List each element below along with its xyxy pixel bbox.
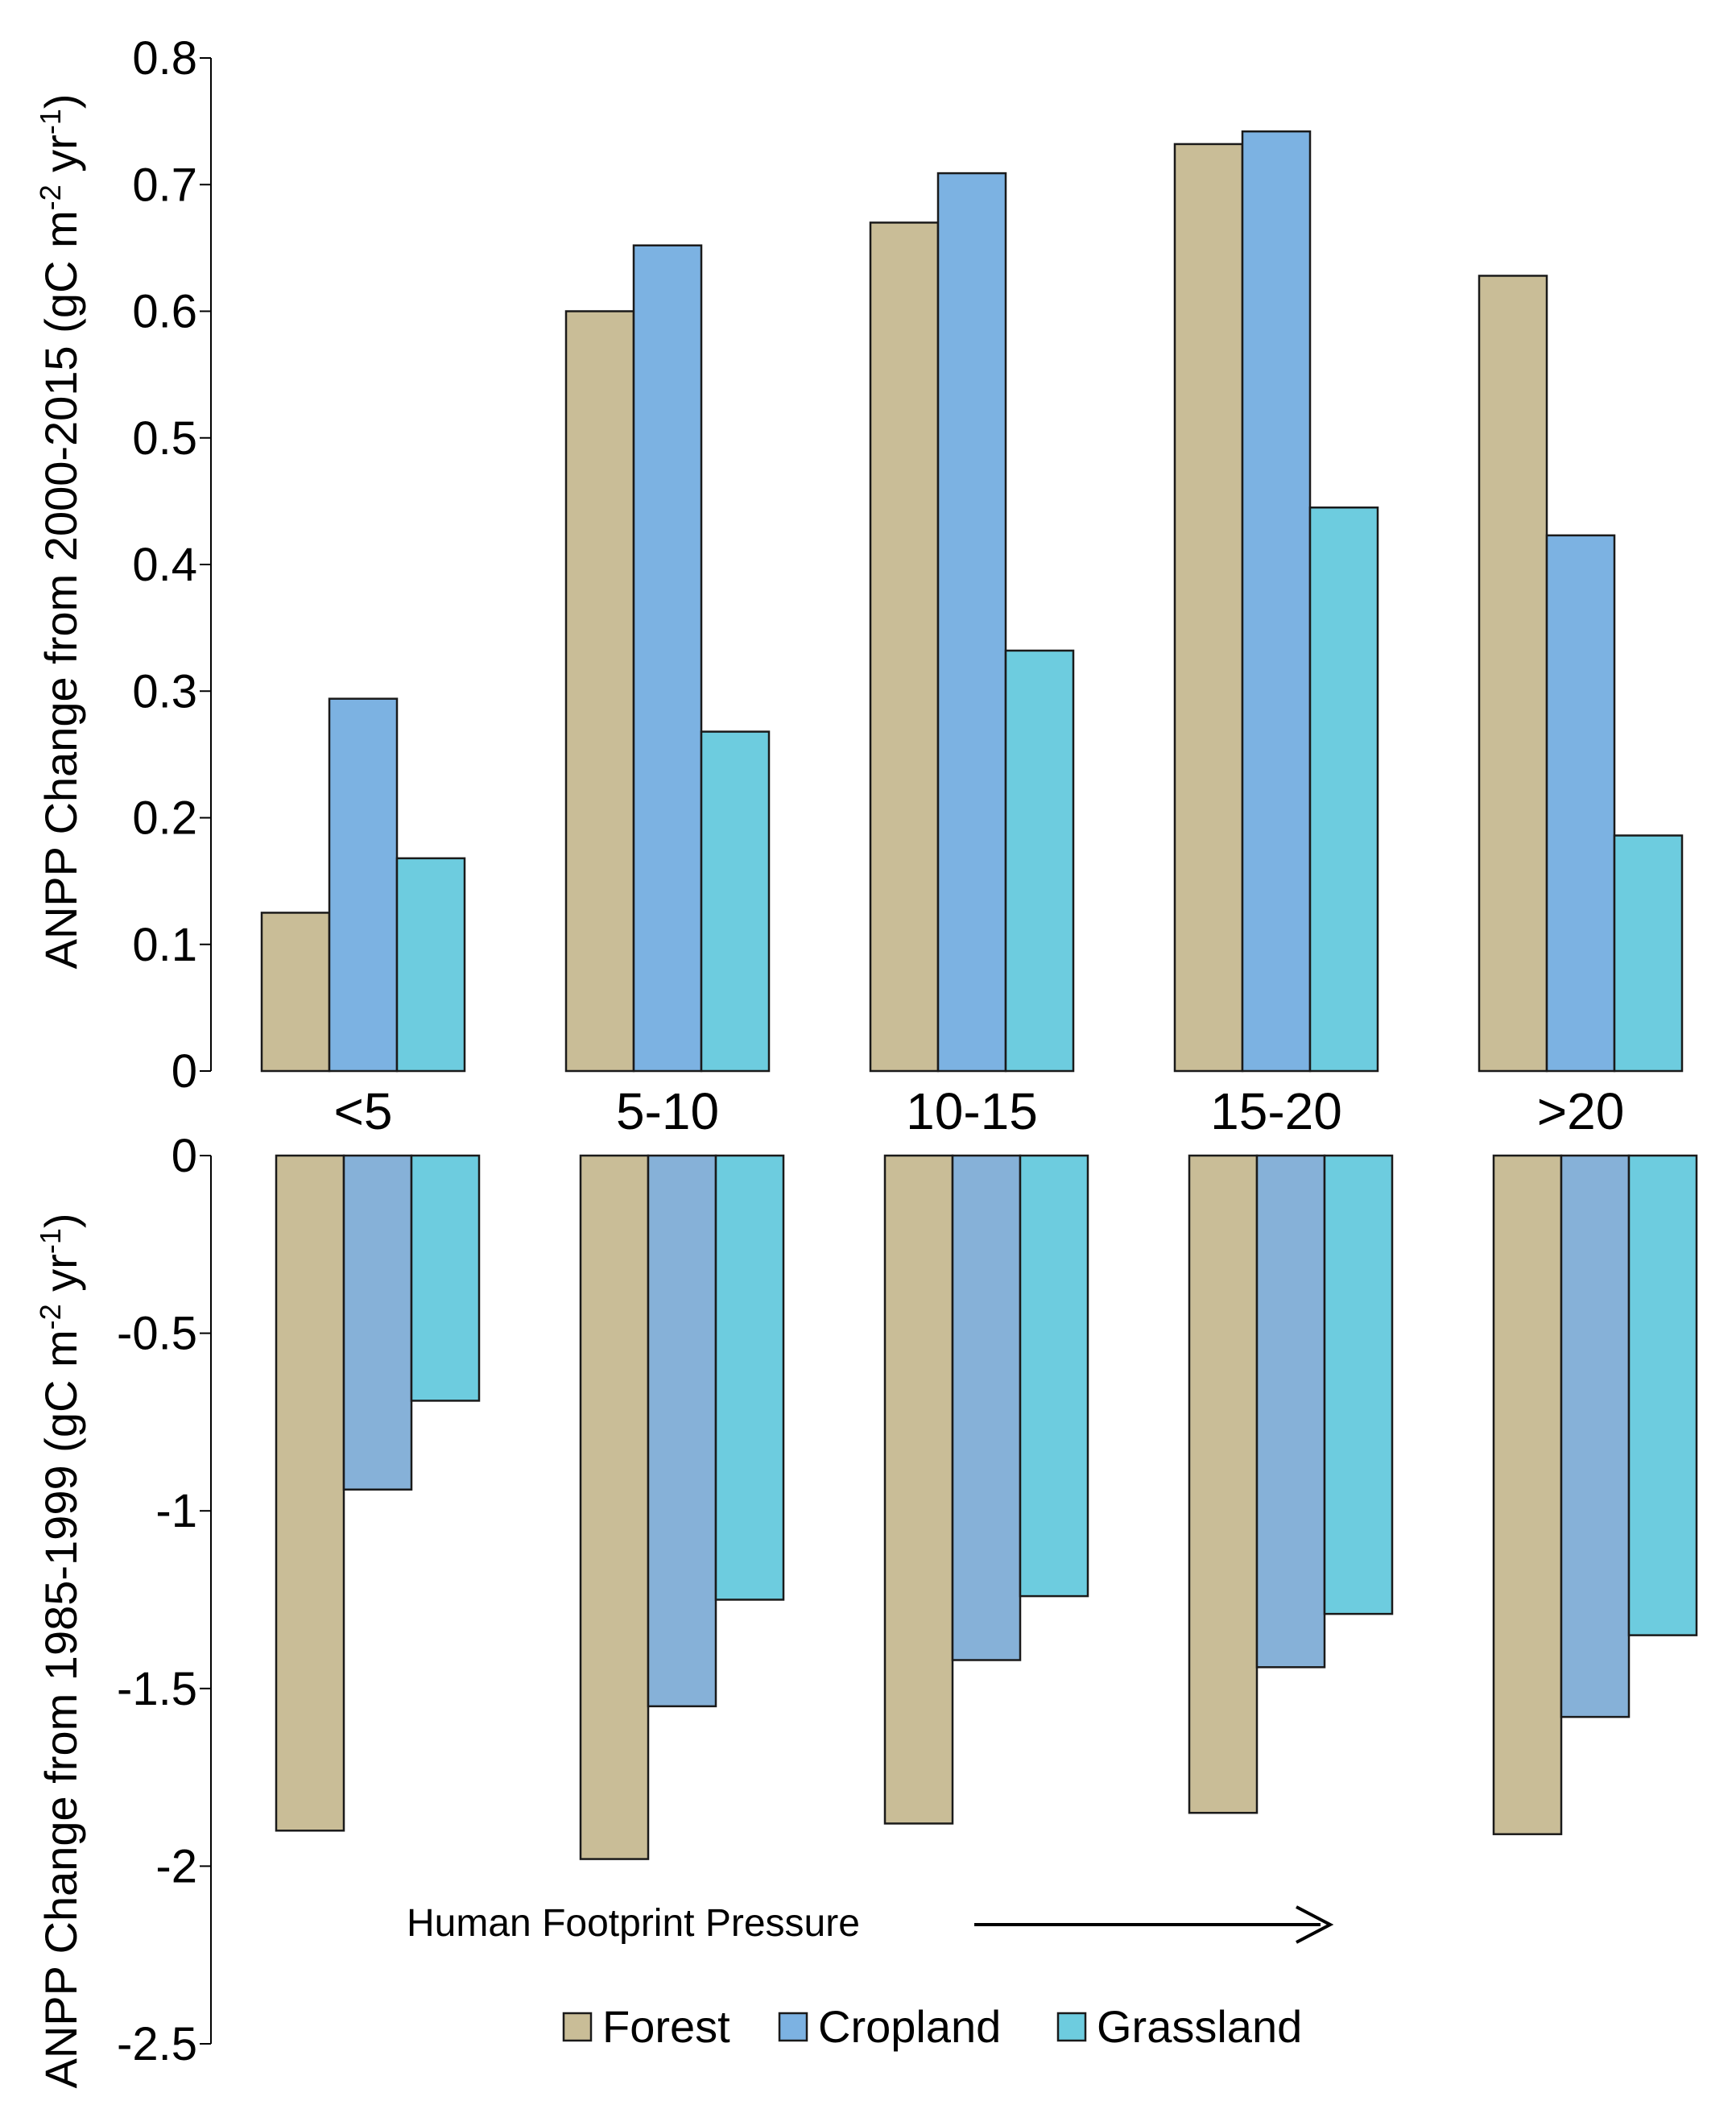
top-panel: 0 0.1 0.2 0.3 0.4 0.5 0.6 0.7 0.8 bbox=[132, 32, 1684, 1098]
bar-forest-top bbox=[1173, 143, 1244, 1073]
footprint-arrow-head bbox=[1296, 1905, 1334, 1944]
bar-cropland-top bbox=[632, 244, 703, 1073]
category-label: 10-15 bbox=[906, 1082, 1038, 1140]
bar-forest-top bbox=[1478, 275, 1548, 1073]
y-tick-label: 0 bbox=[172, 1130, 197, 1182]
y-tick-label: -2 bbox=[155, 1840, 197, 1892]
bar-cropland-bottom bbox=[342, 1154, 413, 1491]
y-tick-label: 0 bbox=[172, 1045, 197, 1098]
y-tick-label: 0.3 bbox=[132, 665, 197, 718]
bar-grassland-top bbox=[1308, 506, 1379, 1073]
bar-cropland-top bbox=[1241, 130, 1312, 1073]
bar-forest-top bbox=[260, 912, 331, 1073]
legend-label-grassland: Grassland bbox=[1097, 2001, 1302, 2052]
bar-cropland-top bbox=[328, 697, 399, 1073]
legend-swatch-cropland bbox=[778, 2012, 808, 2042]
category-label: <5 bbox=[334, 1082, 393, 1140]
top-y-axis-title: ANPP Change from 2000-2015 (gC m-2 yr-1) bbox=[34, 93, 87, 969]
bar-forest-bottom bbox=[883, 1154, 954, 1825]
legend-swatch-grassland bbox=[1056, 2012, 1087, 2042]
bar-grassland-bottom bbox=[1019, 1154, 1089, 1598]
legend-label-forest: Forest bbox=[602, 2001, 730, 2052]
y-tick-label: -0.5 bbox=[117, 1308, 197, 1360]
bar-grassland-bottom bbox=[1627, 1154, 1698, 1636]
bar-cropland-top bbox=[1545, 534, 1616, 1073]
footprint-annotation: Human Footprint Pressure bbox=[407, 1902, 860, 1945]
legend-label-cropland: Cropland bbox=[818, 2001, 1001, 2052]
y-tick-label: 0.4 bbox=[132, 539, 197, 591]
bar-cropland-top bbox=[936, 172, 1007, 1073]
bar-grassland-bottom bbox=[1323, 1154, 1394, 1615]
bar-forest-top bbox=[564, 310, 635, 1073]
y-tick-label: -2.5 bbox=[117, 2018, 197, 2070]
y-tick-label: 0.1 bbox=[132, 919, 197, 971]
y-tick-label: -1.5 bbox=[117, 1663, 197, 1715]
y-tick-label: 0.6 bbox=[132, 286, 197, 338]
bar-grassland-top bbox=[1004, 649, 1075, 1073]
y-tick-label: 0.2 bbox=[132, 792, 197, 845]
bar-cropland-bottom bbox=[1560, 1154, 1631, 1718]
category-label: 5-10 bbox=[616, 1082, 719, 1140]
y-tick-label: 0.5 bbox=[132, 412, 197, 465]
bar-grassland-top bbox=[395, 857, 466, 1073]
y-tick-label: 0.8 bbox=[132, 32, 197, 85]
y-tick-label: 0.7 bbox=[132, 159, 197, 211]
bar-grassland-bottom bbox=[714, 1154, 785, 1601]
bottom-panel: 0 -0.5 -1 -1.5 -2 -2.5 bbox=[117, 1130, 1698, 2070]
bar-grassland-top bbox=[1613, 834, 1684, 1073]
bar-forest-bottom bbox=[1188, 1154, 1259, 1814]
legend: Forest Cropland Grassland bbox=[562, 2001, 1302, 2052]
bar-cropland-bottom bbox=[647, 1154, 717, 1708]
bar-cropland-bottom bbox=[951, 1154, 1022, 1661]
bar-forest-top bbox=[869, 221, 940, 1073]
category-label: 15-20 bbox=[1210, 1082, 1342, 1140]
bar-grassland-bottom bbox=[410, 1154, 481, 1402]
bar-forest-bottom bbox=[275, 1154, 345, 1832]
y-tick-label: -1 bbox=[155, 1485, 197, 1537]
category-labels: <5 5-10 10-15 15-20 >20 bbox=[334, 1082, 1625, 1140]
bar-forest-bottom bbox=[1492, 1154, 1563, 1835]
bar-cropland-bottom bbox=[1255, 1154, 1326, 1669]
bar-grassland-top bbox=[700, 730, 771, 1073]
bottom-y-axis-title: ANPP Change from 1985-1999 (gC m-2 yr-1) bbox=[34, 1213, 87, 2088]
bar-forest-bottom bbox=[579, 1154, 650, 1860]
legend-swatch-forest bbox=[562, 2012, 593, 2042]
category-label: >20 bbox=[1537, 1082, 1625, 1140]
